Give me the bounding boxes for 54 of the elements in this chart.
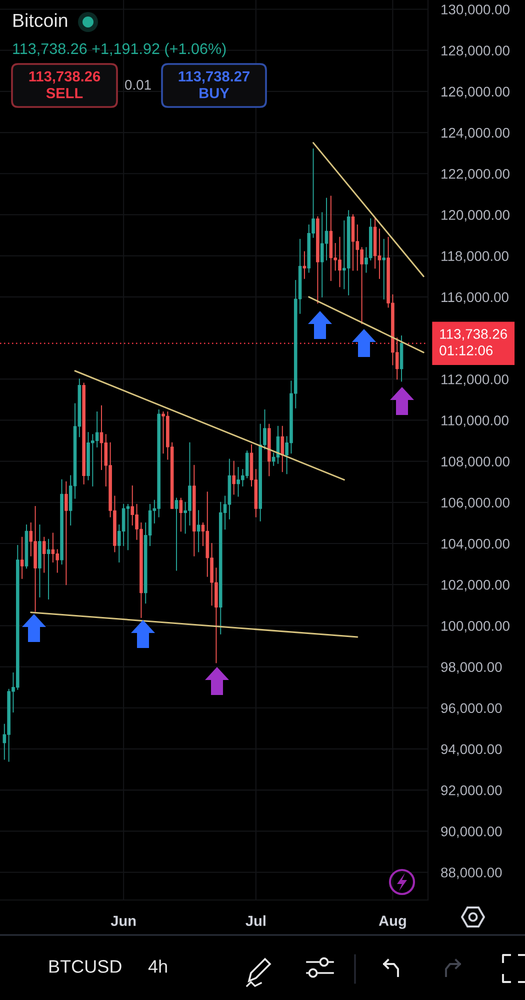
x-tick-label: Aug	[378, 916, 406, 929]
candlestick	[174, 498, 178, 571]
y-tick-label: 96,000.00	[441, 703, 502, 715]
y-tick-label: 100,000.00	[442, 621, 510, 632]
text: BTCUSD	[49, 960, 122, 973]
candlestick	[280, 426, 284, 472]
y-tick-label: 90,000.00	[441, 826, 502, 838]
candlestick	[126, 504, 130, 550]
ref-line-label: 113,738.26 01:12:06	[440, 329, 507, 356]
y-tick-label: 118,000.00	[442, 251, 508, 263]
y-tick-label: 110,000.00	[442, 416, 508, 428]
annotation: 113,738.26 SELL	[29, 71, 100, 98]
y-tick-label: 102,000.00	[442, 580, 510, 592]
y-tick-label: 122,000.00	[442, 168, 510, 180]
candlestick	[320, 212, 324, 298]
candlestick	[245, 450, 249, 478]
y-tick-label: 124,000.00	[442, 128, 510, 140]
candlestick	[20, 536, 24, 579]
x-tick-label: Jul	[246, 915, 266, 926]
y-tick-label: 88,000.00	[441, 868, 502, 880]
candlestick	[46, 538, 50, 600]
y-tick-label: 104,000.00	[442, 538, 510, 550]
y-tick-label: 94,000.00	[441, 744, 502, 756]
y-tick-label: 112,000.00	[442, 374, 508, 386]
candlestick	[100, 405, 104, 470]
y-tick-label: 128,000.00	[442, 46, 510, 58]
y-tick-label: 108,000.00	[442, 456, 510, 468]
candlestick	[95, 412, 99, 448]
candlestick	[42, 536, 46, 573]
y-tick-label: 98,000.00	[441, 662, 502, 674]
text: 4h	[148, 960, 167, 973]
y-tick-label: 126,000.00	[442, 86, 510, 98]
text: Bitcoin	[14, 13, 68, 28]
y-tick-label: 130,000.00	[442, 4, 510, 16]
candlestick	[122, 504, 126, 546]
candlestick	[232, 460, 236, 495]
y-tick-label: 106,000.00	[442, 498, 510, 510]
annotation: 0.01	[125, 80, 151, 90]
candlestick	[56, 549, 60, 573]
candlestick	[64, 481, 68, 586]
candlestick	[130, 485, 134, 526]
candlestick	[196, 510, 200, 552]
candlestick	[51, 532, 55, 562]
y-tick-label: 116,000.00	[442, 292, 508, 304]
x-tick-label: Jun	[110, 916, 136, 926]
text: 113,738.26 +1,191.92 (+1.06%)	[13, 42, 226, 58]
candlestick	[179, 498, 183, 532]
candlestick	[302, 251, 306, 279]
annotation: 113,738.27 BUY	[178, 71, 250, 98]
y-tick-label: 92,000.00	[441, 785, 502, 797]
y-tick-label: 120,000.00	[442, 210, 510, 222]
candlestick	[382, 238, 386, 300]
candlestick	[324, 198, 328, 260]
candlestick	[378, 228, 382, 279]
